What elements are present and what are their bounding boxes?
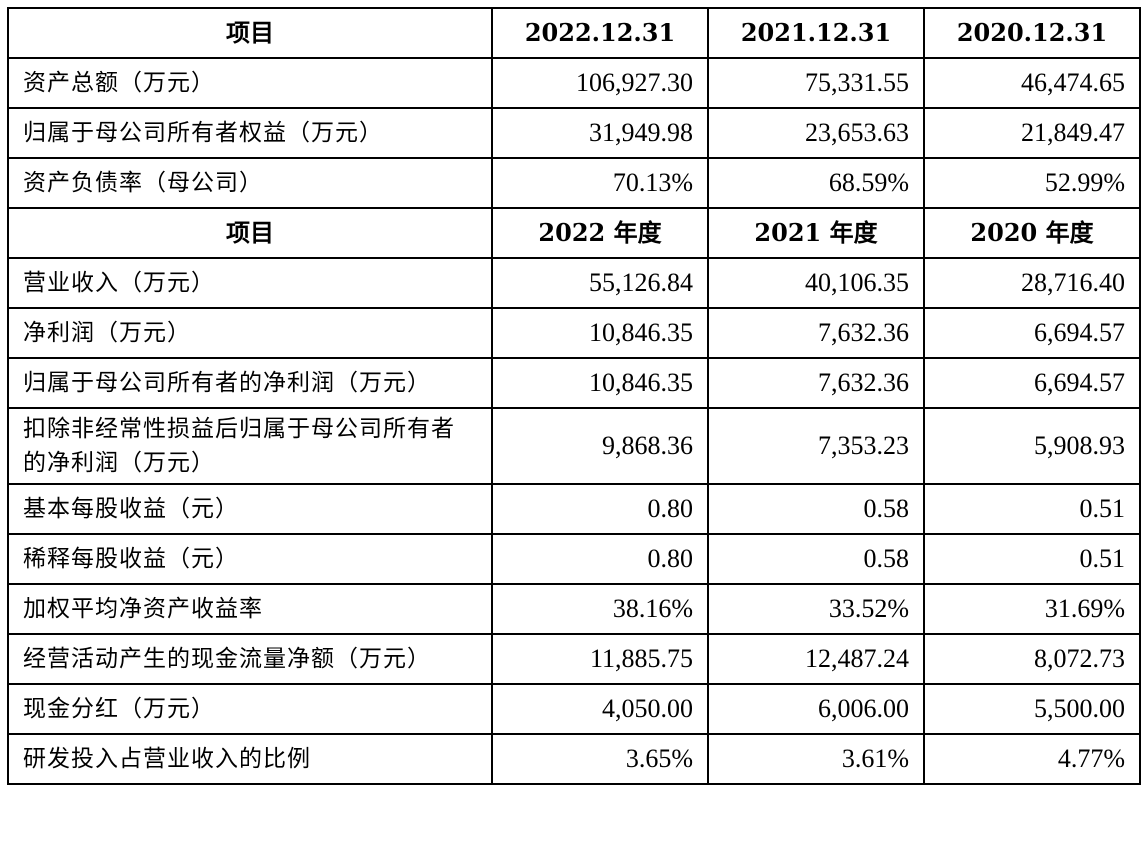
header-2022-year: 2022 年度 [491, 207, 709, 259]
financial-data-table: 项目 2022.12.31 2021.12.31 2020.12.31 资产总额… [7, 7, 1141, 785]
row-value: 4,050.00 [491, 683, 709, 735]
row-value: 75,331.55 [707, 57, 925, 109]
table-row: 营业收入（万元） 55,126.84 40,106.35 28,716.40 [7, 257, 1141, 309]
row-value: 31.69% [923, 583, 1141, 635]
table-row: 研发投入占营业收入的比例 3.65% 3.61% 4.77% [7, 733, 1141, 785]
table-row: 归属于母公司所有者的净利润（万元） 10,846.35 7,632.36 6,6… [7, 357, 1141, 409]
row-value: 21,849.47 [923, 107, 1141, 159]
row-value: 12,487.24 [707, 633, 925, 685]
row-value: 0.58 [707, 533, 925, 585]
table-row: 现金分红（万元） 4,050.00 6,006.00 5,500.00 [7, 683, 1141, 735]
table-row: 基本每股收益（元） 0.80 0.58 0.51 [7, 483, 1141, 535]
row-value: 106,927.30 [491, 57, 709, 109]
row-value: 5,908.93 [923, 407, 1141, 485]
row-label: 资产总额（万元） [7, 57, 493, 109]
row-value: 6,006.00 [707, 683, 925, 735]
row-value: 23,653.63 [707, 107, 925, 159]
header-2021-year: 2021 年度 [707, 207, 925, 259]
row-label: 稀释每股收益（元） [7, 533, 493, 585]
row-value: 38.16% [491, 583, 709, 635]
row-value: 7,632.36 [707, 357, 925, 409]
row-value: 52.99% [923, 157, 1141, 209]
row-value: 70.13% [491, 157, 709, 209]
row-label: 净利润（万元） [7, 307, 493, 359]
table-row: 加权平均净资产收益率 38.16% 33.52% 31.69% [7, 583, 1141, 635]
header-2022-12-31: 2022.12.31 [491, 7, 709, 59]
row-value: 55,126.84 [491, 257, 709, 309]
header-item: 项目 [7, 7, 493, 59]
table-row: 经营活动产生的现金流量净额（万元） 11,885.75 12,487.24 8,… [7, 633, 1141, 685]
row-label: 加权平均净资产收益率 [7, 583, 493, 635]
row-value: 28,716.40 [923, 257, 1141, 309]
row-value: 6,694.57 [923, 307, 1141, 359]
header-2020-12-31: 2020.12.31 [923, 7, 1141, 59]
row-value: 0.80 [491, 483, 709, 535]
row-value: 0.51 [923, 483, 1141, 535]
row-label: 基本每股收益（元） [7, 483, 493, 535]
row-value: 8,072.73 [923, 633, 1141, 685]
row-value: 9,868.36 [491, 407, 709, 485]
row-value: 40,106.35 [707, 257, 925, 309]
table-row: 资产负债率（母公司） 70.13% 68.59% 52.99% [7, 157, 1141, 209]
row-value: 5,500.00 [923, 683, 1141, 735]
income-header-row: 项目 2022 年度 2021 年度 2020 年度 [7, 207, 1141, 259]
row-label: 归属于母公司所有者权益（万元） [7, 107, 493, 159]
table-row: 稀释每股收益（元） 0.80 0.58 0.51 [7, 533, 1141, 585]
row-label: 营业收入（万元） [7, 257, 493, 309]
table-row: 扣除非经常性损益后归属于母公司所有者的净利润（万元） 9,868.36 7,35… [7, 407, 1141, 485]
row-value: 3.65% [491, 733, 709, 785]
row-value: 11,885.75 [491, 633, 709, 685]
row-value: 46,474.65 [923, 57, 1141, 109]
header-item: 项目 [7, 207, 493, 259]
row-value: 4.77% [923, 733, 1141, 785]
row-label: 资产负债率（母公司） [7, 157, 493, 209]
row-label: 研发投入占营业收入的比例 [7, 733, 493, 785]
row-label: 扣除非经常性损益后归属于母公司所有者的净利润（万元） [7, 407, 493, 485]
row-label: 归属于母公司所有者的净利润（万元） [7, 357, 493, 409]
table-row: 净利润（万元） 10,846.35 7,632.36 6,694.57 [7, 307, 1141, 359]
balance-header-row: 项目 2022.12.31 2021.12.31 2020.12.31 [7, 7, 1141, 59]
row-value: 33.52% [707, 583, 925, 635]
row-value: 0.51 [923, 533, 1141, 585]
table-row: 归属于母公司所有者权益（万元） 31,949.98 23,653.63 21,8… [7, 107, 1141, 159]
row-value: 10,846.35 [491, 307, 709, 359]
row-value: 68.59% [707, 157, 925, 209]
row-value: 10,846.35 [491, 357, 709, 409]
row-value: 7,632.36 [707, 307, 925, 359]
row-label: 现金分红（万元） [7, 683, 493, 735]
row-value: 3.61% [707, 733, 925, 785]
row-label: 经营活动产生的现金流量净额（万元） [7, 633, 493, 685]
table-row: 资产总额（万元） 106,927.30 75,331.55 46,474.65 [7, 57, 1141, 109]
header-2021-12-31: 2021.12.31 [707, 7, 925, 59]
row-value: 0.80 [491, 533, 709, 585]
row-value: 31,949.98 [491, 107, 709, 159]
header-2020-year: 2020 年度 [923, 207, 1141, 259]
row-value: 7,353.23 [707, 407, 925, 485]
row-value: 6,694.57 [923, 357, 1141, 409]
row-value: 0.58 [707, 483, 925, 535]
